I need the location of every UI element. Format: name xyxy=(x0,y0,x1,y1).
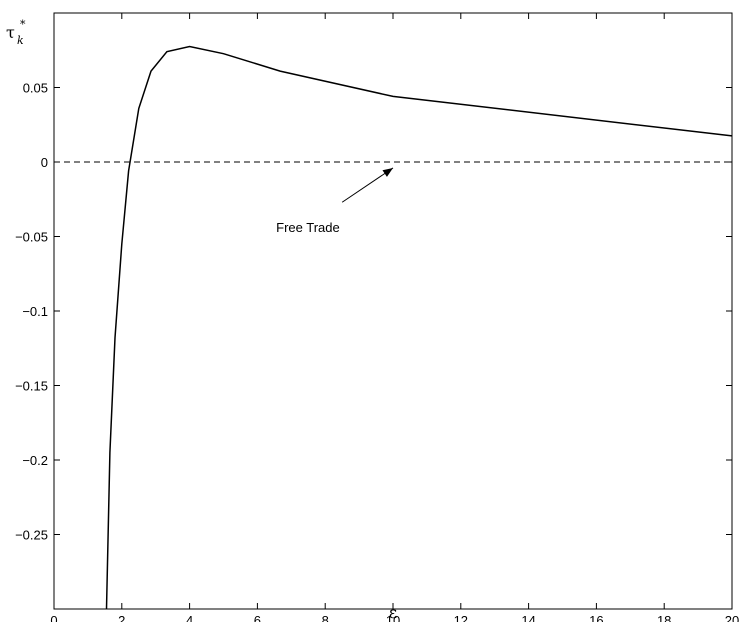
x-tick-label: 10 xyxy=(386,613,400,622)
y-axis-label-subscript: k xyxy=(17,34,24,47)
y-tick-label: −0.25 xyxy=(15,528,48,543)
y-tick-label: −0.1 xyxy=(22,304,48,319)
x-axis-label: ε xyxy=(389,603,397,622)
series-group xyxy=(54,45,733,610)
y-axis-label: τ k * xyxy=(6,18,26,47)
x-tick-label: 20 xyxy=(725,613,739,622)
annotations: Free Trade xyxy=(276,167,394,235)
ticks: 0 2 4 6 8 10 12 14 16 18 20 −0.25 −0.2 −0.15 −0.1 −0.05… xyxy=(15,13,739,622)
x-tick-label: 12 xyxy=(454,613,468,622)
y-axis-label-superscript: * xyxy=(20,18,26,31)
y-axis-label-main: τ xyxy=(6,23,15,42)
x-tick-label: 18 xyxy=(657,613,671,622)
free-trade-annotation: Free Trade xyxy=(276,220,340,235)
y-tick-label: −0.2 xyxy=(22,453,48,468)
x-tick-label: 2 xyxy=(118,613,125,622)
y-tick-label: −0.05 xyxy=(15,230,48,245)
y-tick-label: −0.15 xyxy=(15,379,48,394)
annotation-arrowhead xyxy=(382,167,393,177)
y-tick-label: 0 xyxy=(41,155,48,170)
x-tick-label: 0 xyxy=(50,613,57,622)
tau-curve-line xyxy=(105,45,733,610)
annotation-arrow-line xyxy=(341,167,394,203)
y-tick-label: 0.05 xyxy=(23,81,48,96)
x-tick-label: 4 xyxy=(186,613,193,622)
x-tick-label: 6 xyxy=(254,613,261,622)
x-tick-label: 14 xyxy=(521,613,535,622)
plot-frame xyxy=(53,12,733,610)
x-tick-label: 16 xyxy=(589,613,603,622)
x-tick-label: 8 xyxy=(322,613,329,622)
